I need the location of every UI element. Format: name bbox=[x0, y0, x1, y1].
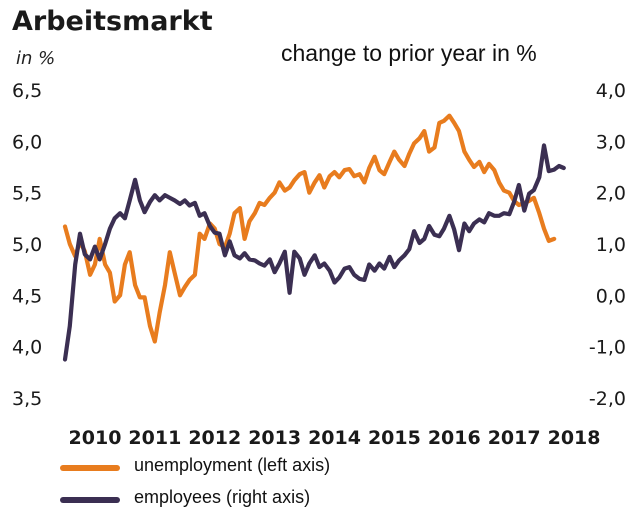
x-tick-label: 2013 bbox=[248, 427, 301, 449]
series-line-unemployment bbox=[62, 113, 557, 344]
series-line-employees bbox=[62, 143, 566, 362]
left-y-tick-label: 5,0 bbox=[12, 234, 42, 256]
right-y-tick-label: -1,0 bbox=[589, 337, 626, 359]
left-y-tick-label: 4,0 bbox=[12, 337, 42, 359]
x-axis-ticks: 2010 2011 2012 2013 2014 2015 2016 2017 2018 bbox=[69, 427, 601, 449]
x-tick-label: 2012 bbox=[188, 427, 241, 449]
right-y-axis-ticks: 4,0 3,0 2,0 1,0 0,0 -1,0 -2,0 bbox=[589, 80, 626, 410]
right-y-tick-label: 3,0 bbox=[596, 131, 626, 153]
left-axis-unit-label: in % bbox=[16, 48, 56, 69]
legend-label-unemployment: unemployment (left axis) bbox=[134, 455, 331, 475]
left-y-tick-label: 4,5 bbox=[12, 285, 42, 307]
x-tick-label: 2017 bbox=[488, 427, 541, 449]
left-y-axis-ticks: 6,5 6,0 5,5 5,0 4,5 4,0 3,5 bbox=[12, 80, 42, 410]
right-y-tick-label: 2,0 bbox=[596, 183, 626, 205]
series-layer bbox=[62, 113, 566, 362]
x-tick-label: 2011 bbox=[128, 427, 181, 449]
left-y-tick-label: 6,0 bbox=[12, 131, 42, 153]
chart-title: Arbeitsmarkt bbox=[12, 6, 213, 37]
right-y-tick-label: 0,0 bbox=[596, 285, 626, 307]
left-y-tick-label: 5,5 bbox=[12, 183, 42, 205]
x-tick-label: 2015 bbox=[368, 427, 421, 449]
right-y-tick-label: 1,0 bbox=[596, 234, 626, 256]
right-axis-unit-label: change to prior year in % bbox=[281, 40, 537, 66]
x-tick-label: 2016 bbox=[428, 427, 481, 449]
legend-label-employees: employees (right axis) bbox=[134, 487, 311, 507]
right-y-tick-label: 4,0 bbox=[596, 80, 626, 102]
left-y-tick-label: 6,5 bbox=[12, 80, 42, 102]
x-tick-label: 2018 bbox=[548, 427, 601, 449]
x-tick-label: 2014 bbox=[308, 427, 361, 449]
left-y-tick-label: 3,5 bbox=[12, 388, 42, 410]
x-tick-label: 2010 bbox=[69, 427, 122, 449]
legend-swatch-employees bbox=[60, 497, 120, 503]
legend-swatch-unemployment bbox=[60, 465, 120, 471]
right-y-tick-label: -2,0 bbox=[589, 388, 626, 410]
